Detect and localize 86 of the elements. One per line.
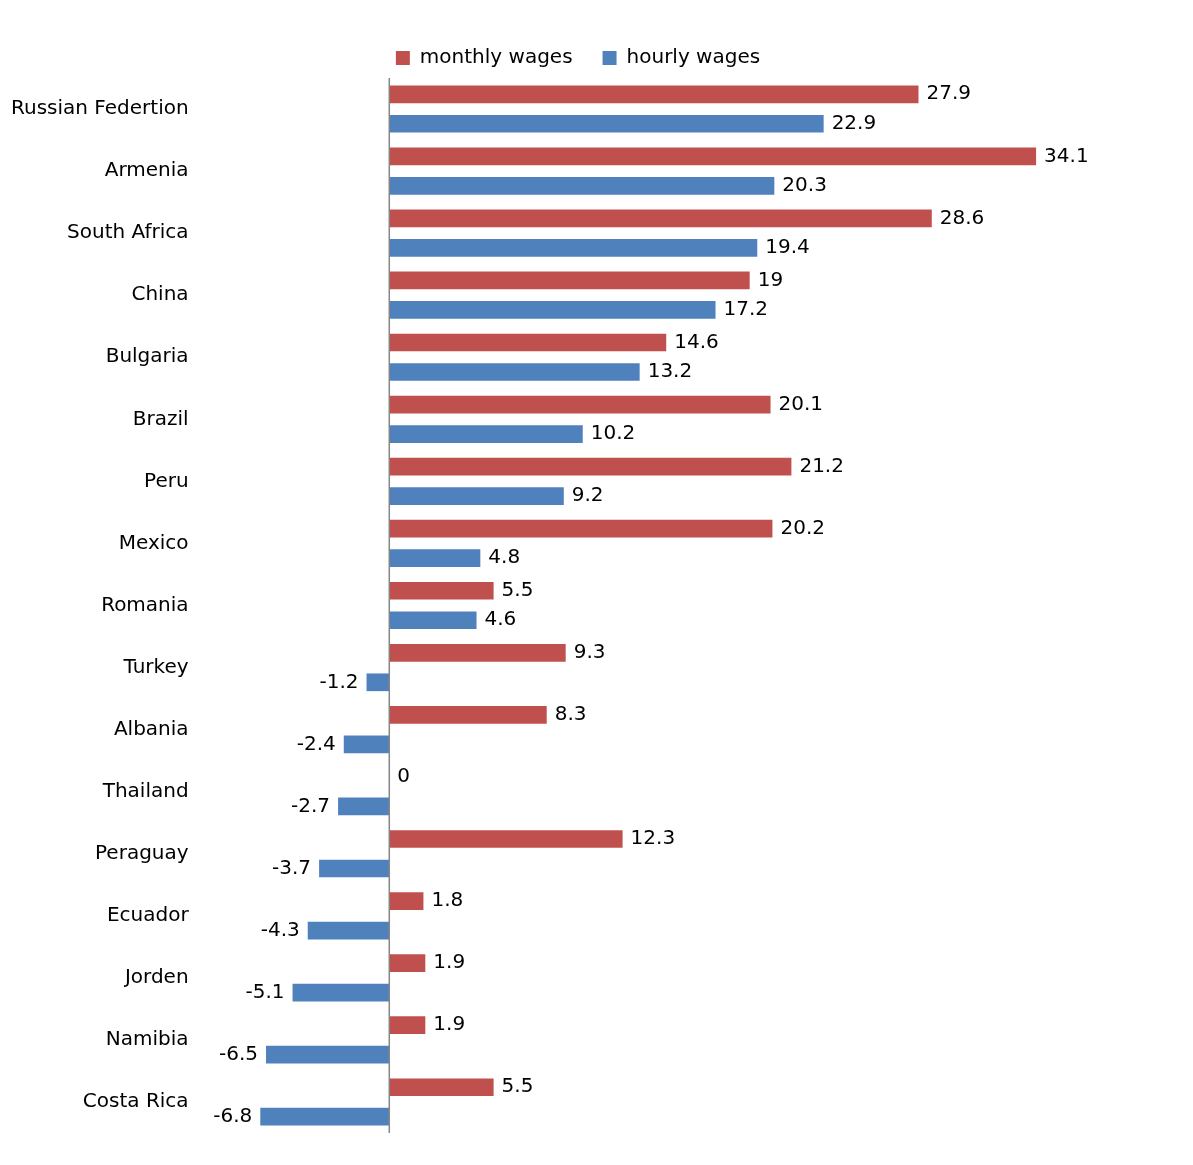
data-label: 1.9 (433, 949, 466, 974)
data-label: -2.4 (296, 730, 336, 755)
y-tick-label: Romania (101, 591, 189, 616)
data-label: 28.6 (939, 204, 985, 229)
legend-label: monthly wages (419, 44, 573, 69)
bar (389, 519, 773, 538)
bar (389, 395, 771, 414)
data-label: 8.3 (554, 701, 587, 726)
bar (343, 735, 390, 754)
data-label: 4.6 (484, 606, 517, 631)
data-label: 10.2 (590, 420, 636, 445)
data-label: 12.3 (630, 825, 676, 850)
data-label: 19.4 (765, 234, 810, 259)
bar (389, 706, 547, 724)
y-tick-label: Thailand (101, 777, 189, 802)
y-tick-label: Costa Rica (82, 1088, 189, 1113)
bar (389, 581, 494, 600)
bar (260, 1107, 390, 1126)
data-label: 34.1 (1044, 142, 1089, 167)
y-tick-label: Mexico (118, 529, 189, 554)
bar (389, 209, 932, 228)
y-tick-label: Peraguay (95, 839, 189, 864)
bar (366, 673, 390, 692)
y-tick-label: Bulgaria (105, 343, 189, 368)
bar (319, 859, 390, 878)
bar (389, 239, 758, 257)
bar (389, 611, 477, 630)
bar (389, 147, 1037, 166)
data-label: 27.9 (926, 80, 972, 105)
y-tick-label: Armenia (104, 157, 189, 182)
data-label: 5.5 (501, 576, 534, 601)
data-label: -6.5 (218, 1040, 258, 1065)
data-label: 5.5 (501, 1073, 534, 1098)
bar (266, 1045, 390, 1064)
bar (389, 363, 640, 381)
data-label: 17.2 (723, 296, 769, 321)
data-label: -2.7 (291, 792, 331, 817)
legend-label: hourly wages (626, 44, 761, 69)
bar (338, 797, 390, 816)
bar (389, 954, 426, 972)
bar (389, 85, 919, 104)
bar (389, 457, 792, 476)
data-label: 9.2 (571, 482, 604, 507)
data-label: 1.8 (431, 887, 464, 912)
y-tick-label: Namibia (105, 1026, 189, 1051)
y-tick-label: China (131, 281, 189, 306)
bar (389, 892, 424, 910)
y-tick-label: Jorden (122, 964, 189, 989)
y-tick-label: Russian Federtion (11, 95, 189, 120)
bar (389, 643, 566, 662)
data-label: 20.3 (782, 172, 827, 197)
y-tick-label: Turkey (122, 653, 189, 678)
data-label: -6.8 (213, 1102, 253, 1127)
bar (389, 1078, 494, 1097)
data-label: 13.2 (647, 358, 693, 383)
y-tick-label: Albania (113, 715, 189, 740)
data-label: 19 (757, 266, 784, 291)
data-label: 21.2 (799, 452, 844, 477)
y-tick-label: Brazil (132, 405, 189, 430)
data-label: -3.7 (272, 854, 312, 879)
data-label: 4.8 (488, 544, 521, 569)
y-tick-label: Ecuador (106, 902, 190, 926)
bar (292, 983, 390, 1002)
data-label: -4.3 (260, 916, 300, 941)
bar (389, 301, 716, 319)
bar (389, 114, 824, 133)
bar (307, 921, 390, 940)
y-tick-label: South Africa (67, 219, 189, 244)
bar (389, 1016, 426, 1035)
data-label: 22.9 (831, 109, 877, 134)
data-label: 14.6 (674, 328, 719, 353)
data-label: 20.1 (778, 390, 824, 415)
bar (389, 425, 583, 443)
data-label: 20.2 (780, 514, 825, 539)
bar (389, 830, 623, 848)
bar (389, 487, 564, 505)
data-label: 1.9 (433, 1011, 466, 1036)
y-tick-label: Peru (144, 467, 189, 492)
bar (389, 271, 750, 290)
data-label: 9.3 (573, 639, 606, 664)
bar (389, 333, 667, 352)
data-label: -5.1 (245, 978, 285, 1003)
bar (389, 176, 775, 195)
bar (389, 549, 481, 568)
data-label: 0 (397, 763, 411, 788)
data-label: -1.2 (319, 668, 359, 693)
